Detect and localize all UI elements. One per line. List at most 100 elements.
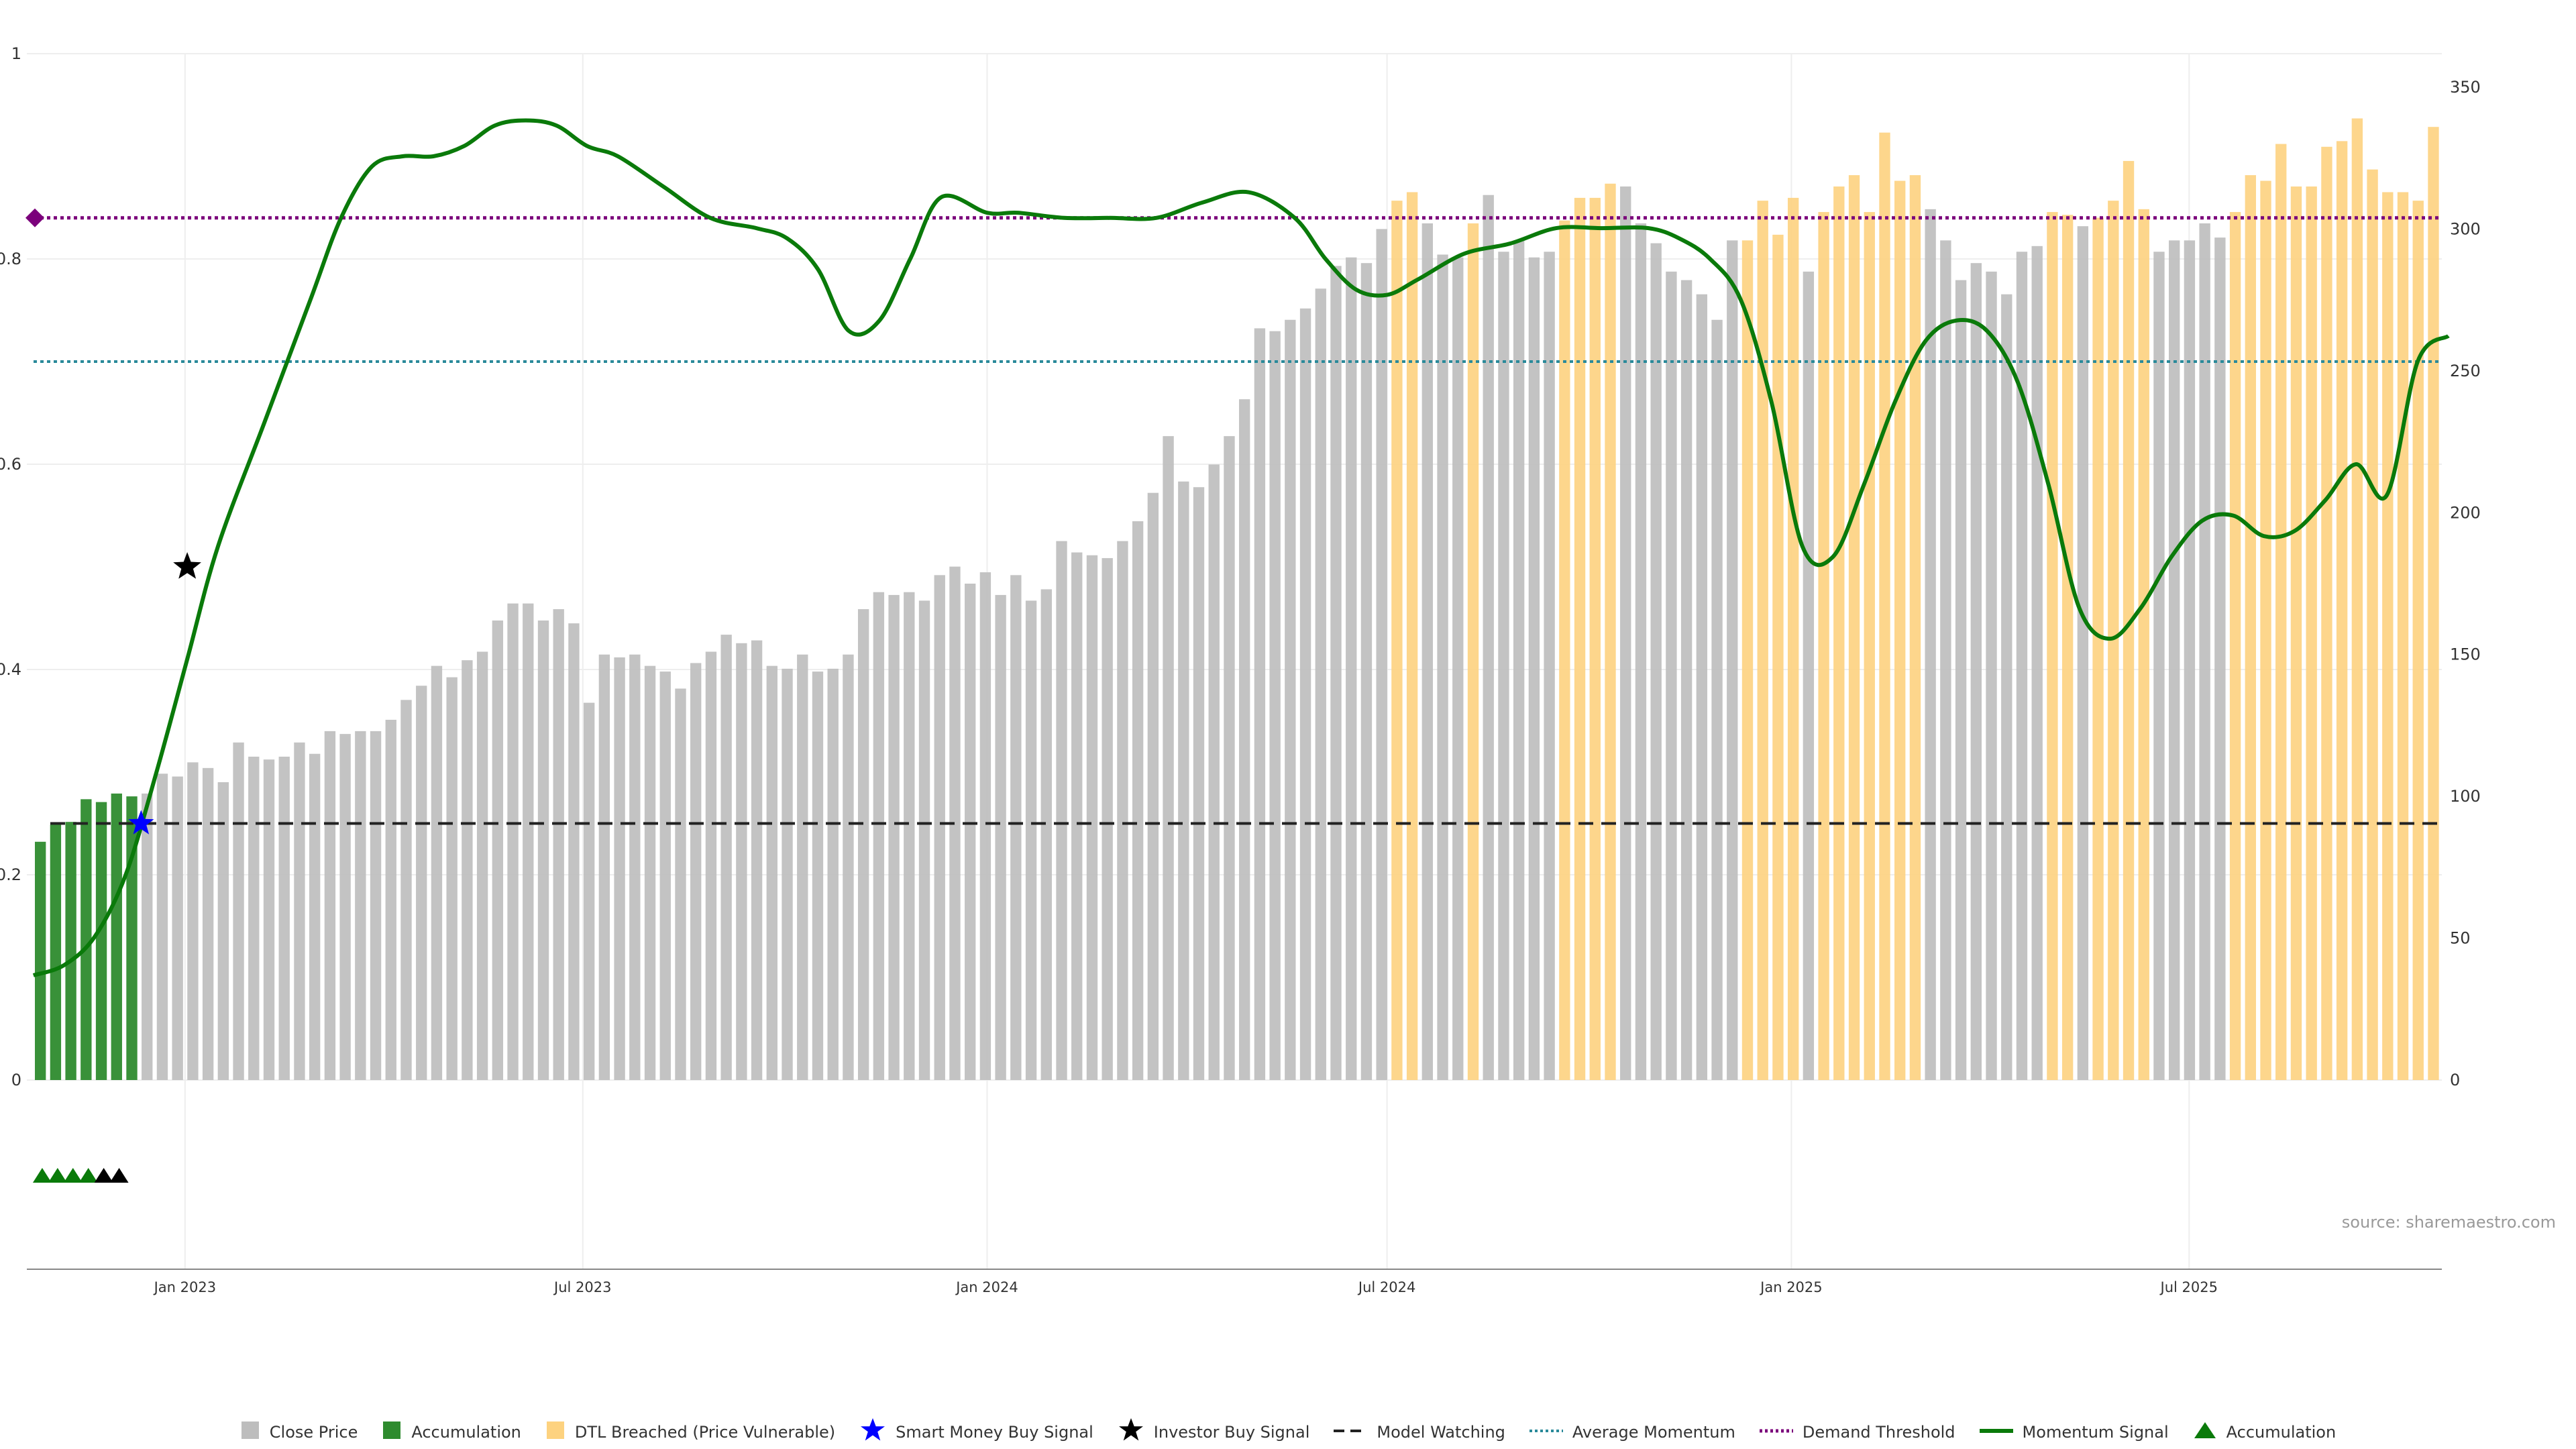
accumulation-triangle (78, 1168, 98, 1183)
close-price-bar (187, 762, 199, 1080)
close-price-bar (1483, 195, 1494, 1081)
x-axis-tick-label: Jan 2024 (955, 1279, 1018, 1295)
legend-label: Model Watching (1377, 1423, 1505, 1442)
source-label: source: sharemaestro.com (2341, 1213, 2556, 1232)
right-axis-tick-label: 100 (2450, 787, 2481, 806)
dtl-breached-bar (2275, 144, 2287, 1081)
chart-axes: 0 0.2 0.4 0.6 0.8 1 0 50 100 150 200 250 300 350 Jan 2… (0, 44, 2481, 1295)
close-price-bar (1178, 481, 1189, 1080)
close-price-bar (202, 767, 214, 1080)
close-price-bar (370, 731, 382, 1080)
close-price-bar (2214, 237, 2226, 1081)
accumulation-triangle (109, 1168, 129, 1183)
close-price-bar (1360, 263, 1373, 1081)
accumulation-subpanel (32, 1168, 129, 1183)
legend-label: Accumulation (411, 1423, 521, 1442)
close-price-bar (1117, 541, 1128, 1080)
legend-symbol-accum (382, 1420, 402, 1444)
dtl-breached-bar (2336, 141, 2348, 1080)
close-price-bar (1452, 257, 1464, 1080)
close-price-bar (1299, 308, 1311, 1080)
dtl-breached-bar (2092, 217, 2104, 1080)
close-price-bar (720, 635, 732, 1080)
legend-symbol-close (240, 1420, 260, 1444)
dtl-breached-bar (1589, 197, 1601, 1080)
close-price-bar (142, 793, 153, 1080)
close-price-bar (1925, 209, 1936, 1080)
x-axis-tick-label: Jan 2025 (1759, 1279, 1823, 1295)
left-axis-tick-label: 0.2 (0, 865, 21, 884)
signal-lines (32, 118, 2450, 977)
close-price-bar (782, 668, 793, 1080)
close-price-bar (1696, 294, 1708, 1081)
dtl-breached-bar (1559, 220, 1570, 1080)
legend-item-investor: Investor Buy Signal (1118, 1417, 1309, 1448)
close-price-bar (537, 620, 549, 1080)
legend-item-accum: Accumulation (382, 1420, 521, 1444)
dtl-breached-bar (2047, 212, 2058, 1080)
dtl-breached-bar (1894, 180, 1906, 1080)
dtl-breached-bar (2382, 192, 2394, 1080)
close-price-bar (507, 603, 519, 1080)
x-axis-tick-label: Jul 2025 (2159, 1279, 2218, 1295)
accumulation-triangle (48, 1168, 67, 1183)
accumulation-bar (35, 841, 46, 1080)
accumulation-bar (65, 822, 76, 1080)
close-price-bar (1346, 257, 1357, 1080)
close-price-bar (355, 731, 366, 1080)
dtl-breached-bar (2123, 160, 2135, 1080)
close-price-bar (1132, 521, 1144, 1080)
dtl-breached-bar (2290, 186, 2302, 1080)
close-price-bar (705, 651, 717, 1080)
close-price-bar (217, 782, 229, 1080)
legend-item-close: Close Price (240, 1420, 358, 1444)
close-price-bar (156, 773, 168, 1080)
accumulation-bar (50, 824, 62, 1080)
accumulation-triangle (32, 1168, 52, 1183)
dtl-breached-bar (2306, 186, 2317, 1080)
close-price-bar (1955, 280, 1967, 1080)
close-price-bar (248, 756, 260, 1080)
close-price-bar (2184, 240, 2196, 1080)
right-axis-tick-label: 50 (2450, 929, 2471, 948)
close-price-bar (995, 594, 1006, 1080)
smart-money-buy-star (128, 810, 154, 835)
dtl-breached-bar (2245, 175, 2256, 1081)
close-price-bar (965, 584, 976, 1080)
legend-item-accumtri: Accumulation (2193, 1420, 2336, 1444)
legend-symbol-momentum (1979, 1423, 2013, 1442)
legend-item-dtl: DTL Breached (Price Vulnerable) (545, 1420, 835, 1444)
legend-symbol-dtl (545, 1420, 566, 1444)
close-price-bar (1025, 600, 1037, 1080)
dtl-breached-bar (2367, 169, 2378, 1081)
x-axis-tick-label: Jul 2024 (1357, 1279, 1415, 1295)
close-price-bar (1147, 492, 1159, 1080)
dtl-breached-bar (2138, 209, 2149, 1080)
close-price-bar (462, 660, 473, 1080)
close-price-bar (416, 686, 427, 1080)
close-price-bar (1102, 557, 1113, 1080)
right-axis-tick-label: 300 (2450, 219, 2481, 238)
dtl-breached-bar (1605, 183, 1616, 1080)
legend-symbol-avgmom (1529, 1423, 1563, 1442)
dtl-breached-bar (2061, 215, 2074, 1081)
close-price-bar (1224, 436, 1235, 1080)
dtl-breached-bar (2412, 201, 2424, 1081)
close-price-bar (2001, 294, 2012, 1081)
close-price-bar (598, 654, 610, 1080)
close-price-bar (278, 756, 290, 1080)
close-price-bar (1620, 186, 1631, 1080)
right-axis-tick-label: 250 (2450, 362, 2481, 380)
accumulation-triangle (94, 1168, 113, 1183)
legend-item-demand: Demand Threshold (1759, 1423, 1955, 1442)
accumulation-bar (80, 799, 92, 1080)
close-price-bar (294, 742, 305, 1080)
close-price-bar (675, 688, 686, 1080)
close-price-bar (1071, 552, 1083, 1080)
close-price-bar (400, 700, 412, 1080)
close-price-bar (873, 592, 885, 1080)
close-price-bar (1680, 280, 1693, 1080)
close-price-bar (1666, 271, 1677, 1080)
close-price-bar (1193, 487, 1205, 1080)
